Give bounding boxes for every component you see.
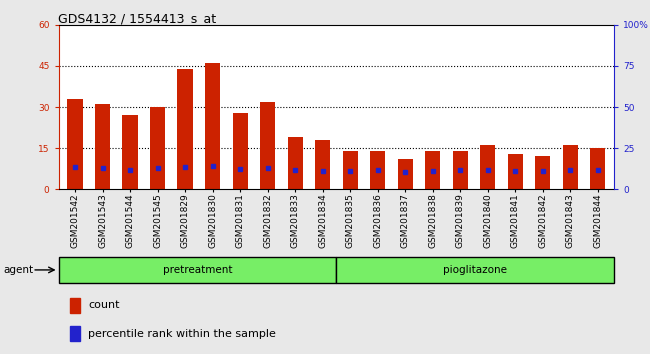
Text: GDS4132 / 1554413_s_at: GDS4132 / 1554413_s_at bbox=[58, 12, 216, 25]
Bar bbox=[480, 145, 495, 189]
Bar bbox=[233, 113, 248, 189]
Bar bbox=[337, 257, 614, 283]
Bar bbox=[122, 115, 138, 189]
Bar bbox=[535, 156, 551, 189]
Bar bbox=[68, 99, 83, 189]
Bar bbox=[508, 154, 523, 189]
Bar bbox=[70, 297, 79, 313]
Bar bbox=[370, 151, 385, 189]
Bar bbox=[315, 140, 330, 189]
Bar bbox=[150, 107, 165, 189]
Bar bbox=[260, 102, 275, 189]
Bar bbox=[205, 63, 220, 189]
Bar bbox=[70, 326, 79, 341]
Bar bbox=[398, 159, 413, 189]
Text: count: count bbox=[88, 300, 120, 310]
Bar bbox=[58, 257, 337, 283]
Bar bbox=[287, 137, 303, 189]
Bar bbox=[452, 151, 468, 189]
Text: pretreatment: pretreatment bbox=[162, 265, 232, 275]
Bar bbox=[95, 104, 110, 189]
Text: percentile rank within the sample: percentile rank within the sample bbox=[88, 329, 276, 339]
Text: agent: agent bbox=[3, 265, 33, 275]
Bar bbox=[590, 148, 605, 189]
Bar bbox=[343, 151, 358, 189]
Bar bbox=[563, 145, 578, 189]
Bar bbox=[177, 69, 192, 189]
Text: pioglitazone: pioglitazone bbox=[443, 265, 507, 275]
Bar bbox=[425, 151, 440, 189]
